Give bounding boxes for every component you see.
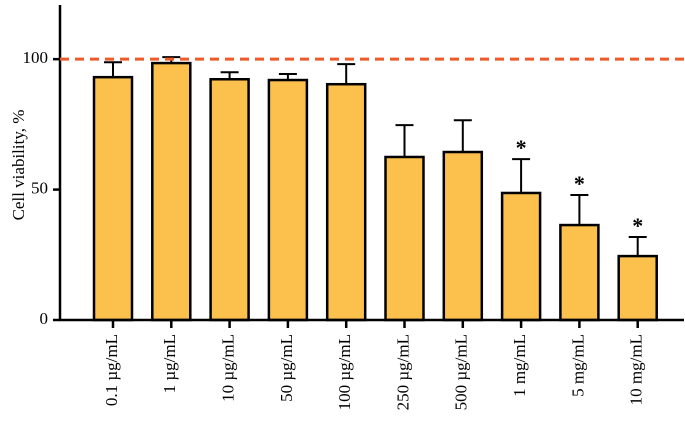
bar — [617, 254, 658, 322]
y-axis-label: Cell viability, % — [9, 110, 28, 221]
bar — [384, 155, 425, 322]
x-tick-label: 1 mg/mL — [510, 334, 529, 397]
x-tick-label: 50 µg/mL — [277, 334, 296, 402]
x-tick-label: 250 µg/mL — [393, 334, 412, 410]
significance-marker: * — [516, 135, 527, 160]
significance-marker: * — [574, 171, 585, 196]
x-tick-label: 10 µg/mL — [219, 334, 238, 402]
bar — [325, 82, 367, 322]
x-tick-label: 0.1 µg/mL — [102, 334, 121, 406]
bar — [267, 78, 309, 322]
bar — [559, 223, 600, 322]
bar — [442, 150, 484, 322]
y-tick-label: 50 — [31, 178, 48, 197]
y-tick-label: 0 — [40, 309, 49, 328]
bar — [209, 78, 250, 322]
bar — [151, 61, 192, 322]
y-tick-label: 100 — [23, 48, 49, 67]
x-tick-label: 10 mg/mL — [627, 334, 646, 405]
x-tick-label: 1 µg/mL — [160, 334, 179, 393]
bar — [500, 191, 542, 322]
x-tick-label: 100 µg/mL — [335, 334, 354, 410]
x-tick-label: 5 mg/mL — [568, 334, 587, 397]
bar — [92, 75, 134, 322]
x-tick-label: 500 µg/mL — [452, 334, 471, 410]
significance-marker: * — [632, 213, 643, 238]
